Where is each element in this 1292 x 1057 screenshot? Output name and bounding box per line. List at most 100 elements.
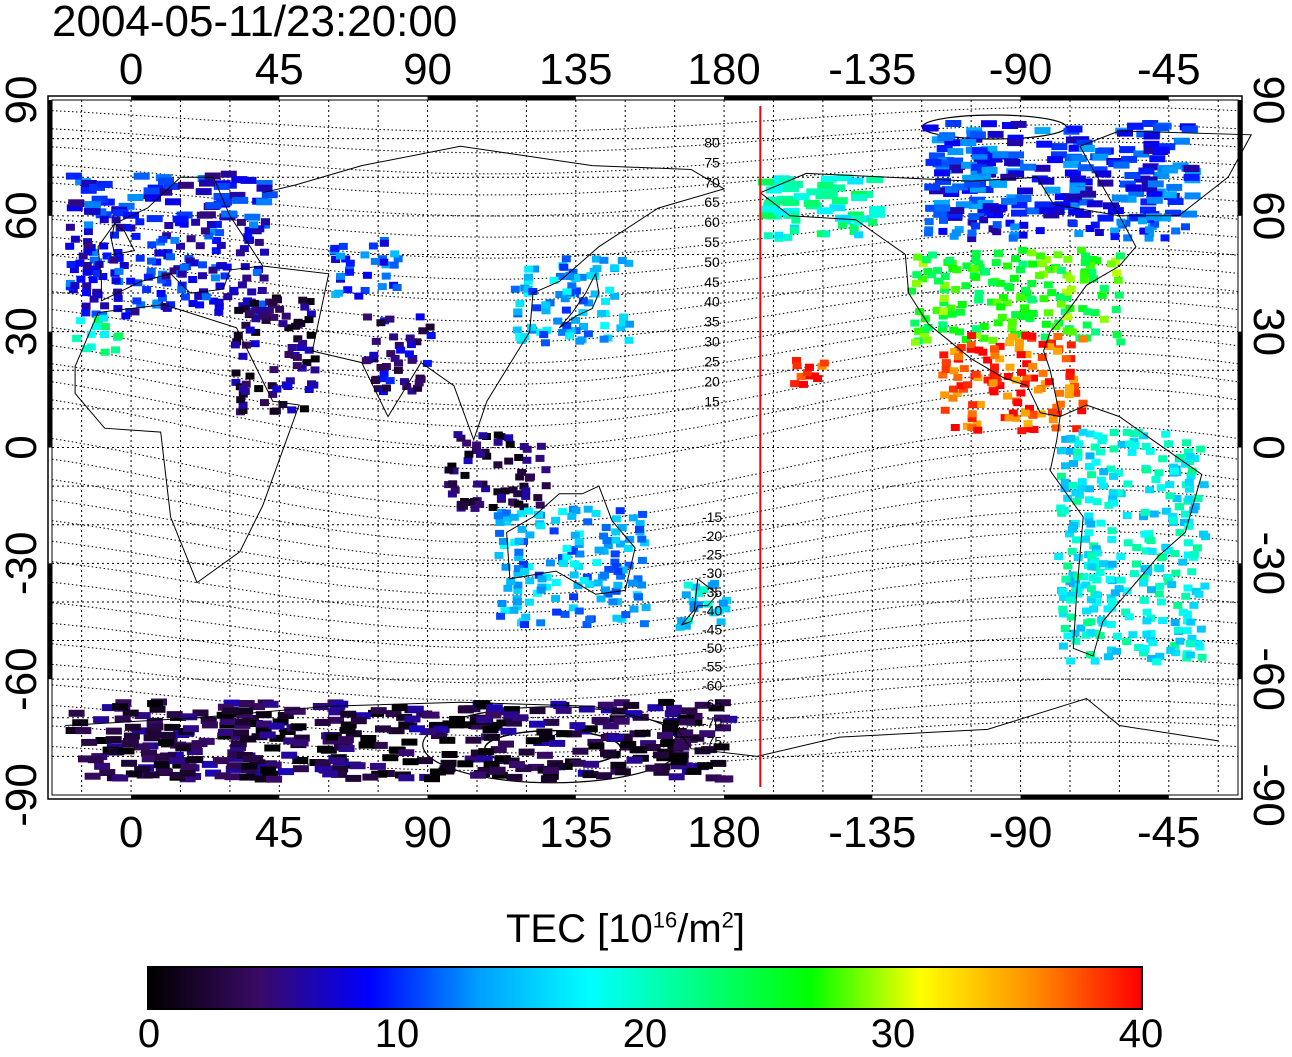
tec-cell (535, 501, 545, 509)
tec-cell (240, 305, 250, 313)
tec-cell (1141, 442, 1151, 450)
tec-cell (1120, 195, 1137, 203)
tec-cell (493, 461, 503, 469)
tec-cell (1119, 180, 1136, 188)
tec-cell (460, 471, 470, 479)
tec-cell (683, 581, 693, 589)
mlat-label: 65 (704, 194, 720, 210)
tec-cell (653, 768, 670, 776)
tec-cell (177, 286, 187, 294)
tec-cell (972, 420, 982, 428)
tec-cell (1184, 192, 1201, 200)
tec-cell (246, 769, 263, 777)
mlat-label: -25 (702, 547, 722, 563)
tec-cell (244, 226, 254, 234)
tec-cell (582, 621, 592, 629)
tec-cell (147, 257, 156, 265)
tec-cell (214, 298, 224, 306)
tec-cell (465, 736, 482, 744)
tec-cell (681, 591, 691, 599)
tec-cell (613, 717, 630, 725)
tec-cell (84, 221, 94, 229)
tec-cell (1158, 455, 1168, 463)
tec-cell (592, 265, 602, 273)
tec-cell (539, 331, 549, 338)
coastlines (65, 106, 1253, 787)
tec-cell (600, 322, 610, 330)
tec-cell (578, 297, 588, 305)
tec-cell (517, 469, 527, 476)
tec-cell (199, 179, 215, 187)
tec-cell (307, 380, 316, 388)
tec-cell (647, 704, 664, 712)
tec-cell (269, 366, 279, 374)
tec-cell (299, 405, 309, 413)
tec-cell (155, 753, 172, 761)
tec-cell (135, 218, 145, 226)
tec-cell (1028, 310, 1038, 317)
tec-cell (176, 242, 185, 250)
tec-cell (86, 330, 96, 338)
tec-cell (1063, 313, 1073, 321)
tec-cell (1145, 486, 1155, 494)
tec-cell (420, 728, 437, 736)
tec-cell (1185, 452, 1195, 460)
tec-cell (1051, 151, 1067, 159)
tec-cell (786, 181, 803, 188)
tec-cell (158, 235, 168, 243)
coastline (262, 145, 726, 442)
tec-cell (1038, 177, 1055, 185)
tec-cell (1044, 309, 1053, 317)
tec-cell (1069, 460, 1078, 467)
tec-cell (604, 565, 614, 573)
tec-cell (238, 407, 248, 414)
tec-cell (1164, 547, 1174, 554)
tec-cell (913, 253, 923, 261)
tec-cell (1065, 530, 1074, 538)
tec-cell (1036, 252, 1045, 260)
tec-cell (971, 147, 988, 155)
tec-cell (242, 274, 252, 282)
tec-cell (1169, 517, 1179, 524)
tec-cell (255, 711, 272, 719)
tec-cell (72, 334, 82, 342)
tec-cell (111, 346, 120, 354)
tec-cell (220, 717, 237, 725)
tec-cell (306, 310, 316, 318)
tec-cell (1164, 440, 1173, 448)
tec-cell (376, 319, 386, 327)
tec-cell (1099, 284, 1109, 292)
tec-cell (1186, 618, 1196, 626)
tec-cell (1071, 637, 1081, 645)
tec-cell (236, 396, 246, 404)
tec-cell (135, 254, 145, 262)
tec-cell (278, 320, 288, 328)
tec-cell (550, 700, 567, 708)
tec-cell (182, 725, 199, 733)
tec-cell (1055, 293, 1065, 301)
tec-cell (475, 500, 485, 508)
tec-cell (527, 323, 536, 331)
tec-cell (1054, 193, 1071, 201)
tec-cell (251, 306, 261, 314)
tec-cell (237, 707, 254, 715)
tec-cell (610, 264, 620, 272)
tec-cell (993, 249, 1003, 257)
tec-cell (645, 764, 662, 772)
tec-cell (536, 619, 546, 627)
tec-cell (939, 295, 949, 302)
tec-cell (252, 269, 262, 276)
tec-cell (567, 547, 577, 555)
tec-cell (472, 447, 481, 454)
tec-cell (599, 335, 609, 343)
tec-cell (87, 756, 104, 764)
tec-cell (493, 431, 503, 439)
tec-cell (262, 770, 279, 778)
tec-cell (1152, 658, 1162, 666)
tec-cell (292, 765, 309, 773)
tec-cell (938, 321, 948, 329)
tec-cell (1080, 190, 1097, 198)
tec-cell (1167, 198, 1184, 205)
tec-cell (528, 763, 545, 771)
tec-cell (89, 295, 99, 303)
